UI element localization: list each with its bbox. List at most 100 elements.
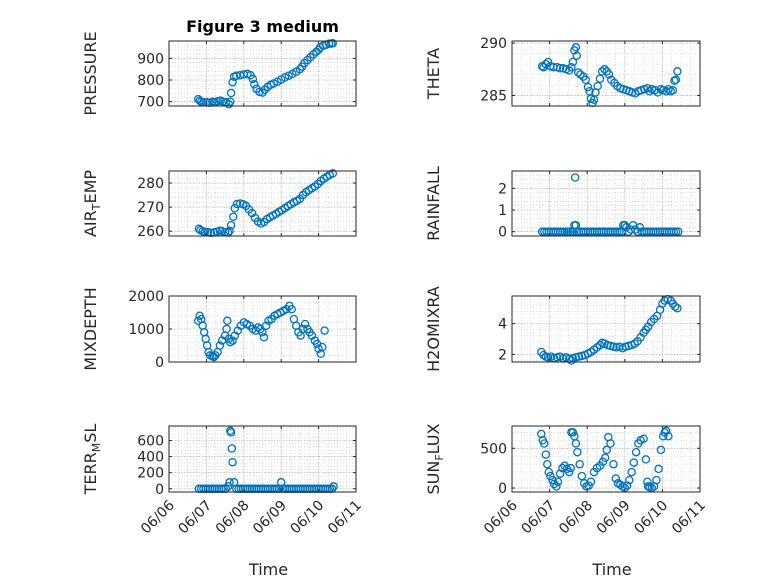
y-axis-label: RAINFALL bbox=[424, 166, 443, 241]
data-point bbox=[250, 80, 259, 89]
data-point bbox=[226, 88, 236, 98]
x-tick-label: 06/07 bbox=[175, 498, 215, 538]
panel-mixdepth: 0 1000 2000 MIXDEPTH bbox=[81, 287, 357, 371]
data-point bbox=[552, 482, 561, 491]
y-tick-label: 500 bbox=[480, 441, 507, 457]
x-tick-label: 06/09 bbox=[594, 498, 634, 538]
data-point bbox=[656, 445, 666, 455]
panel-theta: 285 290 THETA bbox=[424, 36, 701, 108]
data-point bbox=[664, 432, 673, 441]
data-point bbox=[543, 459, 552, 469]
data-point bbox=[228, 336, 237, 345]
data-point bbox=[577, 471, 587, 481]
data-point bbox=[639, 434, 648, 443]
data-point bbox=[226, 220, 236, 230]
y-tick-label: 0 bbox=[155, 355, 164, 371]
data-point bbox=[223, 482, 233, 491]
data-point bbox=[328, 169, 338, 178]
data-point bbox=[586, 477, 596, 486]
data-point bbox=[673, 227, 683, 236]
data-point bbox=[200, 227, 210, 237]
y-tick-label: 260 bbox=[137, 224, 164, 240]
data-point bbox=[622, 481, 632, 490]
data-point bbox=[558, 463, 567, 473]
data-point bbox=[564, 467, 574, 477]
x-axis-label: Time bbox=[248, 560, 288, 579]
data-point bbox=[228, 77, 237, 87]
data-point bbox=[673, 304, 682, 313]
data-point bbox=[228, 457, 237, 467]
data-point bbox=[583, 82, 593, 92]
y-tick-label: 600 bbox=[137, 433, 164, 449]
panel-pressure: 700 800 900 PRESSURE Figure 3 medium bbox=[81, 17, 357, 116]
data-point bbox=[571, 43, 581, 52]
data-point bbox=[645, 87, 654, 96]
y-axis-label: SUNFLUX bbox=[424, 423, 446, 494]
data-point bbox=[287, 304, 296, 314]
y-axis-label: AIRTEMP bbox=[81, 170, 103, 237]
y-axis-label: H2OMIXRA bbox=[424, 286, 443, 372]
panel-terr_msl: 0200400600TERRMSL06/0606/0706/0806/0906/… bbox=[81, 424, 365, 579]
data-point bbox=[541, 59, 551, 69]
x-tick-label: 06/06 bbox=[481, 497, 521, 537]
y-axis-label: MIXDEPTH bbox=[81, 287, 100, 370]
data-point bbox=[227, 444, 237, 453]
data-point bbox=[560, 227, 569, 236]
y-tick-label: 900 bbox=[137, 51, 164, 67]
data-point bbox=[573, 68, 583, 77]
data-point bbox=[544, 467, 554, 477]
axes-box bbox=[168, 425, 357, 493]
data-point bbox=[615, 227, 624, 236]
data-point bbox=[618, 482, 627, 491]
data-point bbox=[320, 326, 329, 335]
data-point bbox=[541, 450, 551, 459]
data-point bbox=[581, 75, 590, 85]
data-point bbox=[611, 474, 621, 483]
y-tick-label: 800 bbox=[137, 73, 164, 89]
data-point bbox=[671, 75, 681, 85]
data-point bbox=[222, 324, 231, 334]
data-point bbox=[641, 455, 651, 464]
data-point bbox=[670, 302, 680, 311]
data-point bbox=[258, 328, 267, 337]
data-point bbox=[668, 86, 678, 95]
x-tick-label: 06/11 bbox=[669, 498, 709, 538]
data-point bbox=[593, 81, 602, 91]
data-point bbox=[573, 447, 582, 457]
data-point bbox=[671, 227, 681, 236]
data-point bbox=[600, 453, 610, 463]
data-point bbox=[248, 74, 258, 84]
data-point bbox=[253, 323, 263, 332]
data-point bbox=[643, 477, 652, 486]
axes-box bbox=[511, 425, 701, 493]
data-point bbox=[597, 67, 607, 76]
data-point bbox=[564, 227, 573, 236]
x-axis-label: Time bbox=[591, 560, 631, 579]
data-point bbox=[555, 469, 565, 478]
y-tick-label: 1 bbox=[498, 203, 507, 219]
y-tick-label: 400 bbox=[137, 450, 164, 466]
data-point bbox=[567, 62, 576, 72]
data-point bbox=[652, 475, 661, 485]
chart-title: Figure 3 medium bbox=[186, 17, 339, 36]
data-point bbox=[606, 439, 615, 448]
data-point bbox=[595, 74, 605, 83]
x-tick-label: 06/10 bbox=[631, 498, 671, 538]
data-point bbox=[548, 475, 557, 485]
data-point bbox=[300, 319, 310, 329]
data-point bbox=[602, 445, 612, 455]
data-point bbox=[664, 84, 673, 94]
data-point bbox=[226, 337, 235, 347]
y-tick-label: 290 bbox=[480, 36, 507, 52]
x-tick-label: 06/10 bbox=[288, 498, 328, 538]
data-point bbox=[620, 220, 630, 230]
y-axis-label: TERRMSL bbox=[81, 424, 103, 496]
y-axis-label: PRESSURE bbox=[81, 31, 100, 115]
data-point bbox=[223, 316, 232, 326]
data-point bbox=[318, 342, 327, 352]
data-point bbox=[627, 467, 636, 477]
x-tick-label: 06/08 bbox=[556, 498, 596, 538]
data-point bbox=[259, 333, 269, 342]
data-point bbox=[226, 428, 236, 437]
